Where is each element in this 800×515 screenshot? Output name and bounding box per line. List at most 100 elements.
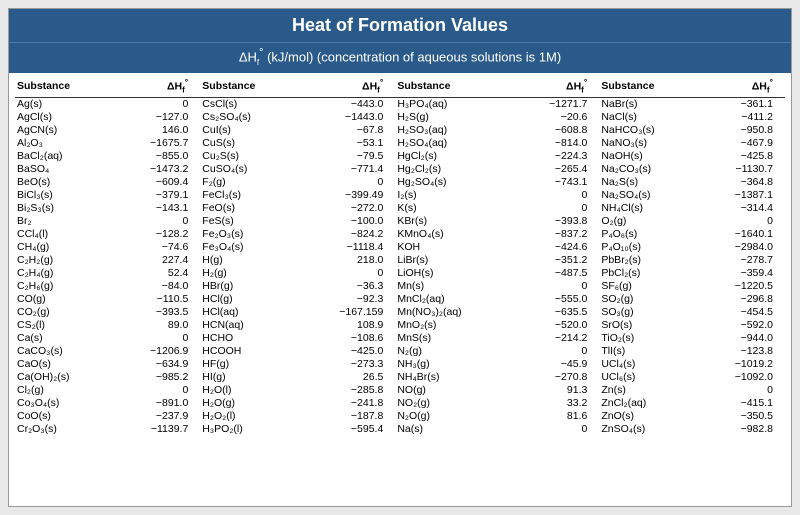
substance-cell: CuS(s) bbox=[200, 137, 298, 150]
substance-cell: F₂(g) bbox=[200, 176, 298, 189]
header-row: Substance ΔHf° Substance ΔHf° Substance … bbox=[15, 75, 785, 97]
col-value-3: ΔHf° bbox=[512, 75, 599, 97]
table-row: CoO(s)−237.9H₂O₂(l)−187.8N₂O(g)81.6ZnO(s… bbox=[15, 410, 785, 423]
value-cell: −1640.1 bbox=[698, 228, 785, 241]
value-cell: −84.0 bbox=[113, 280, 200, 293]
value-cell: −296.8 bbox=[698, 293, 785, 306]
substance-cell: ZnSO₄(s) bbox=[599, 423, 698, 436]
substance-cell: UCl₄(s) bbox=[599, 358, 698, 371]
value-cell: −108.6 bbox=[299, 332, 396, 345]
substance-cell: C₂H₄(g) bbox=[15, 267, 113, 280]
value-cell: −224.3 bbox=[512, 150, 599, 163]
substance-cell: SO₂(g) bbox=[599, 293, 698, 306]
substance-cell: ZnCl₂(aq) bbox=[599, 397, 698, 410]
substance-cell: CS₂(l) bbox=[15, 319, 113, 332]
value-cell: −985.2 bbox=[113, 371, 200, 384]
substance-cell: LiOH(s) bbox=[395, 267, 512, 280]
substance-cell: Hg₂Cl₂(s) bbox=[395, 163, 512, 176]
substance-cell: Cl₂(g) bbox=[15, 384, 113, 397]
substance-cell: H₃PO₄(aq) bbox=[395, 97, 512, 111]
value-cell: 0 bbox=[299, 176, 396, 189]
substance-cell: Na₂SO₄(s) bbox=[599, 189, 698, 202]
table-row: CO₂(g)−393.5HCl(aq)−167.159Mn(NO₃)₂(aq)−… bbox=[15, 306, 785, 319]
substance-cell: Mn(NO₃)₂(aq) bbox=[395, 306, 512, 319]
value-cell: 0 bbox=[113, 97, 200, 111]
substance-cell: NaNO₃(s) bbox=[599, 137, 698, 150]
value-cell: −20.6 bbox=[512, 111, 599, 124]
value-cell: −53.1 bbox=[299, 137, 396, 150]
substance-cell: HCN(aq) bbox=[200, 319, 298, 332]
value-cell: −467.9 bbox=[698, 137, 785, 150]
substance-cell: Cs₂SO₄(s) bbox=[200, 111, 298, 124]
value-cell: −67.8 bbox=[299, 124, 396, 137]
substance-cell: Na(s) bbox=[395, 423, 512, 436]
table-row: Ca(s)0HCHO−108.6MnS(s)−214.2TiO₂(s)−944.… bbox=[15, 332, 785, 345]
value-cell: −609.4 bbox=[113, 176, 200, 189]
substance-cell: BaCl₂(aq) bbox=[15, 150, 113, 163]
col-value-1: ΔHf° bbox=[113, 75, 200, 97]
value-cell: −814.0 bbox=[512, 137, 599, 150]
substance-cell: NH₃(g) bbox=[395, 358, 512, 371]
value-cell: −855.0 bbox=[113, 150, 200, 163]
value-cell: −837.2 bbox=[512, 228, 599, 241]
value-cell: −123.8 bbox=[698, 345, 785, 358]
substance-cell: N₂(g) bbox=[395, 345, 512, 358]
value-cell: −1019.2 bbox=[698, 358, 785, 371]
substance-cell: CO₂(g) bbox=[15, 306, 113, 319]
substance-cell: LiBr(s) bbox=[395, 254, 512, 267]
substance-cell: NO₂(g) bbox=[395, 397, 512, 410]
value-cell: −1130.7 bbox=[698, 163, 785, 176]
substance-cell: MnCl₂(aq) bbox=[395, 293, 512, 306]
value-cell: −1675.7 bbox=[113, 137, 200, 150]
value-cell: −454.5 bbox=[698, 306, 785, 319]
table-row: CH₄(g)−74.6Fe₃O₄(s)−1118.4KOH−424.6P₄O₁₀… bbox=[15, 241, 785, 254]
value-cell: −128.2 bbox=[113, 228, 200, 241]
substance-cell: TiO₂(s) bbox=[599, 332, 698, 345]
value-cell: 0 bbox=[113, 332, 200, 345]
value-cell: −285.8 bbox=[299, 384, 396, 397]
value-cell: −1206.9 bbox=[113, 345, 200, 358]
substance-cell: SF₆(g) bbox=[599, 280, 698, 293]
table-row: C₂H₂(g)227.4H(g)218.0LiBr(s)−351.2PbBr₂(… bbox=[15, 254, 785, 267]
value-cell: 91.3 bbox=[512, 384, 599, 397]
subtitle-bar: ΔHf° (kJ/mol) (concentration of aqueous … bbox=[9, 42, 791, 73]
value-cell: −273.3 bbox=[299, 358, 396, 371]
substance-cell: CuI(s) bbox=[200, 124, 298, 137]
value-cell: −1387.1 bbox=[698, 189, 785, 202]
value-cell: −891.0 bbox=[113, 397, 200, 410]
table-row: Ag(s)0CsCl(s)−443.0H₃PO₄(aq)−1271.7NaBr(… bbox=[15, 97, 785, 111]
substance-cell: H₃PO₂(l) bbox=[200, 423, 298, 436]
substance-cell: NaBr(s) bbox=[599, 97, 698, 111]
substance-cell: H(g) bbox=[200, 254, 298, 267]
substance-cell: H₂O₂(l) bbox=[200, 410, 298, 423]
value-cell: −592.0 bbox=[698, 319, 785, 332]
table-row: Ca(OH)₂(s)−985.2HI(g)26.5NH₄Br(s)−270.8U… bbox=[15, 371, 785, 384]
substance-cell: H₂O(g) bbox=[200, 397, 298, 410]
table-row: AgCl(s)−127.0Cs₂SO₄(s)−1443.0H₂S(g)−20.6… bbox=[15, 111, 785, 124]
value-cell: −187.8 bbox=[299, 410, 396, 423]
substance-cell: H₂(g) bbox=[200, 267, 298, 280]
value-cell: −443.0 bbox=[299, 97, 396, 111]
value-cell: 0 bbox=[512, 423, 599, 436]
value-cell: 146.0 bbox=[113, 124, 200, 137]
value-cell: −771.4 bbox=[299, 163, 396, 176]
table-row: Cr₂O₃(s)−1139.7H₃PO₂(l)−595.4Na(s)0ZnSO₄… bbox=[15, 423, 785, 436]
substance-cell: I₂(s) bbox=[395, 189, 512, 202]
substance-cell: Na₂S(s) bbox=[599, 176, 698, 189]
substance-cell: NaOH(s) bbox=[599, 150, 698, 163]
table-row: CaO(s)−634.9HF(g)−273.3NH₃(g)−45.9UCl₄(s… bbox=[15, 358, 785, 371]
value-cell: −351.2 bbox=[512, 254, 599, 267]
substance-cell: NH₄Br(s) bbox=[395, 371, 512, 384]
substance-cell: HCOOH bbox=[200, 345, 298, 358]
substance-cell: CsCl(s) bbox=[200, 97, 298, 111]
value-cell: −1118.4 bbox=[299, 241, 396, 254]
substance-cell: BaSO₄ bbox=[15, 163, 113, 176]
value-cell: −167.159 bbox=[299, 306, 396, 319]
col-substance-1: Substance bbox=[15, 75, 113, 97]
substance-cell: NH₄Cl(s) bbox=[599, 202, 698, 215]
table-row: AgCN(s)146.0CuI(s)−67.8H₂SO₃(aq)−608.8Na… bbox=[15, 124, 785, 137]
table-row: BeO(s)−609.4F₂(g)0Hg₂SO₄(s)−743.1Na₂S(s)… bbox=[15, 176, 785, 189]
subtitle-prefix: ΔH bbox=[239, 49, 257, 64]
substance-cell: Bi₂S₃(s) bbox=[15, 202, 113, 215]
substance-cell: HBr(g) bbox=[200, 280, 298, 293]
